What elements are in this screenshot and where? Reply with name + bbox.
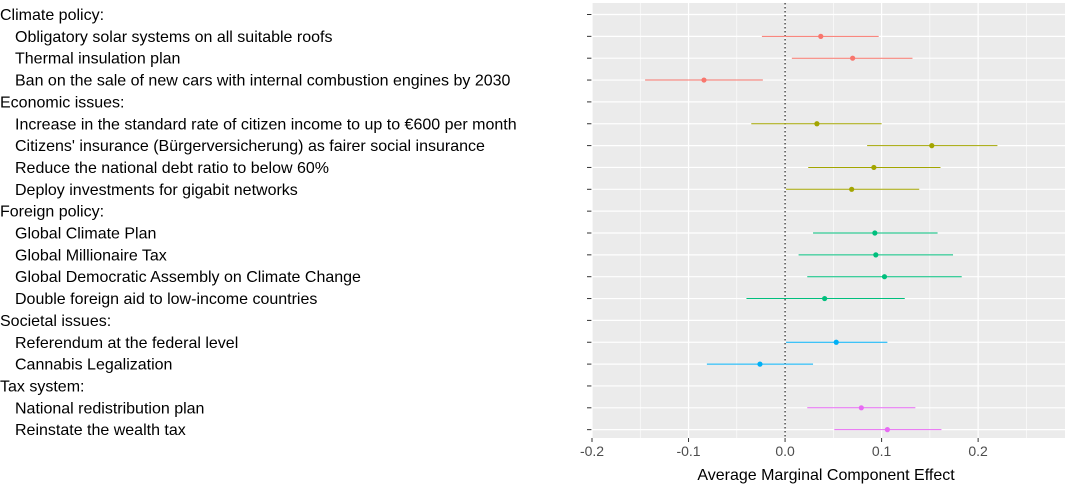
- point-estimate: [849, 186, 855, 192]
- attribute-label: Thermal insulation plan: [15, 51, 180, 68]
- attribute-label: Deploy investments for gigabit networks: [15, 182, 298, 199]
- attribute-label: Obligatory solar systems on all suitable…: [15, 29, 332, 46]
- attribute-label: Global Democratic Assembly on Climate Ch…: [15, 269, 361, 286]
- point-estimate: [850, 55, 856, 61]
- attribute-label: Cannabis Legalization: [15, 357, 172, 374]
- point-estimate: [833, 339, 839, 345]
- point-estimate: [818, 33, 824, 39]
- x-tick-label: 0.2: [968, 443, 988, 459]
- group-header-label: Climate policy:: [0, 7, 104, 24]
- point-estimate: [929, 143, 935, 149]
- point-estimate: [757, 361, 763, 367]
- point-estimate: [822, 295, 828, 302]
- group-header-label: Societal issues:: [0, 313, 111, 330]
- point-estimate: [881, 274, 888, 280]
- attribute-label: Global Millionaire Tax: [15, 247, 167, 264]
- plot-panel: [591, 3, 1065, 438]
- x-axis-title: Average Marginal Component Effect: [697, 467, 955, 484]
- x-tick-label: 0.0: [775, 443, 795, 459]
- x-tick-label: 0.1: [872, 443, 892, 459]
- point-estimate: [871, 164, 877, 171]
- point-estimate: [873, 252, 879, 258]
- attribute-label: Reduce the national debt ratio to below …: [15, 160, 329, 177]
- attribute-label: Global Climate Plan: [15, 226, 156, 243]
- group-header-label: Tax system:: [0, 378, 84, 395]
- x-axis: -0.2 -0.1 0.0 0.1 0.2: [580, 438, 988, 459]
- group-header-label: Foreign policy:: [0, 204, 104, 221]
- attribute-label: Citizens' insurance (Bürgerversicherung)…: [15, 138, 485, 155]
- point-estimate: [814, 121, 820, 127]
- group-header-label: Economic issues:: [0, 94, 125, 111]
- point-estimate: [858, 405, 864, 411]
- attribute-label: National redistribution plan: [15, 400, 204, 417]
- panel-background: [592, 3, 1065, 438]
- point-estimate: [872, 230, 878, 236]
- attribute-label: Referendum at the federal level: [15, 335, 238, 352]
- attribute-label: Ban on the sale of new cars with interna…: [15, 73, 511, 90]
- row-labels: Climate policy: Obligatory solar systems …: [0, 7, 592, 439]
- point-estimate: [884, 427, 890, 433]
- point-estimate: [701, 77, 707, 83]
- attribute-label: Double foreign aid to low-income countri…: [15, 291, 317, 308]
- x-tick-label: -0.1: [676, 443, 700, 459]
- attribute-label: Reinstate the wealth tax: [15, 422, 186, 439]
- x-tick-label: -0.2: [580, 443, 604, 459]
- attribute-label: Increase in the standard rate of citizen…: [15, 116, 517, 133]
